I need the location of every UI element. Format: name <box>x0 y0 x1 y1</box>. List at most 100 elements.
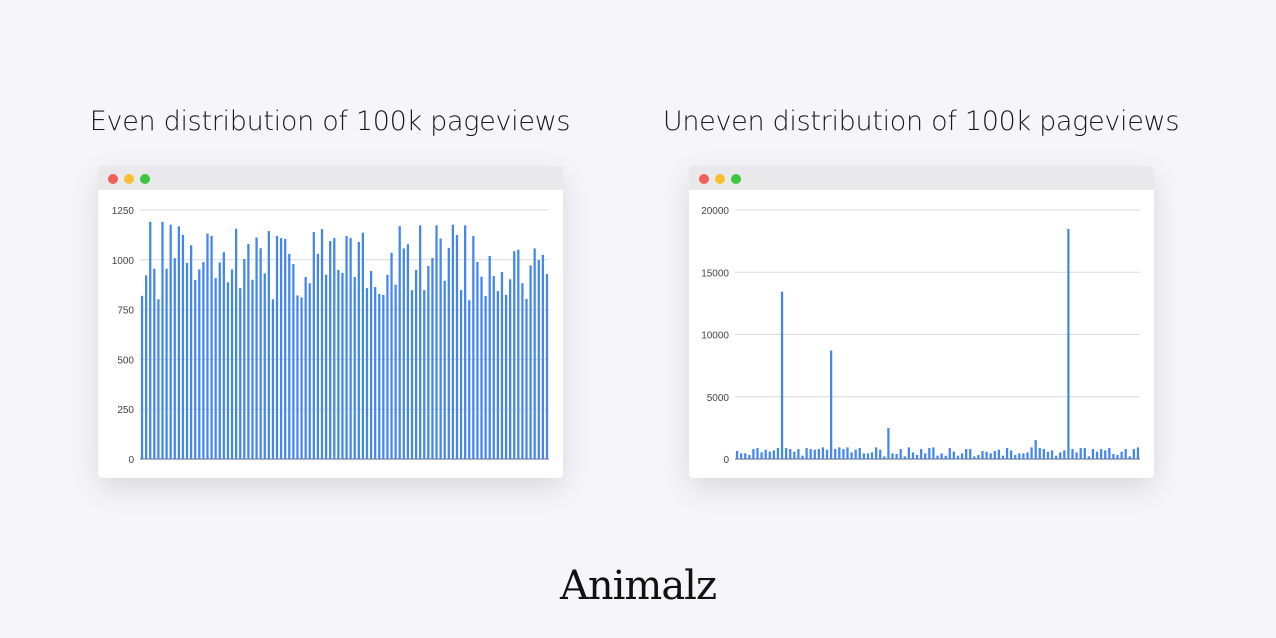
bar <box>735 451 739 459</box>
bar <box>492 276 495 459</box>
bar <box>924 453 927 459</box>
bar <box>875 447 878 459</box>
bar <box>157 299 160 459</box>
bar <box>1136 447 1140 459</box>
bar <box>1042 449 1045 459</box>
bar <box>161 221 164 459</box>
bar <box>1046 451 1050 459</box>
bar <box>455 234 459 459</box>
bar <box>1108 448 1111 459</box>
bar <box>920 449 923 459</box>
bar <box>361 232 365 459</box>
bar <box>500 271 504 459</box>
bar <box>817 449 820 459</box>
bar <box>353 276 356 459</box>
bar <box>989 453 992 459</box>
bar <box>284 238 287 459</box>
bar <box>271 299 275 459</box>
bar <box>891 453 894 459</box>
bar <box>789 449 792 459</box>
chart-title-even: Even distribution of 100k pageviews <box>89 106 571 137</box>
bar <box>985 451 988 459</box>
bar <box>928 448 931 459</box>
bar <box>1026 452 1029 459</box>
bar <box>402 248 405 459</box>
bar <box>169 224 172 459</box>
bar <box>529 265 532 459</box>
bar <box>255 237 258 459</box>
bar <box>464 225 467 459</box>
bar <box>374 287 377 459</box>
bar <box>944 455 947 459</box>
close-dot-icon <box>108 174 118 184</box>
bar <box>1095 451 1099 459</box>
chart-title-uneven: Uneven distribution of 100k pageviews <box>662 106 1180 137</box>
y-tick-label: 0 <box>128 455 134 466</box>
bar <box>780 291 784 459</box>
bar <box>533 248 536 459</box>
bar <box>296 295 299 459</box>
bar <box>1030 447 1033 459</box>
bar <box>887 428 890 459</box>
y-tick-label: 1250 <box>112 206 135 217</box>
bar <box>1050 450 1054 459</box>
bar <box>541 254 544 459</box>
bar <box>537 259 540 459</box>
bar <box>194 280 197 459</box>
bar <box>247 243 250 459</box>
bar <box>854 449 857 459</box>
bar <box>476 261 479 459</box>
bar <box>1083 448 1086 459</box>
bar <box>834 449 837 459</box>
bar <box>805 448 808 459</box>
y-tick-label: 20000 <box>701 206 729 217</box>
bar <box>390 252 393 459</box>
bar <box>785 448 788 459</box>
bar <box>883 456 886 459</box>
bar <box>1005 448 1009 459</box>
bar <box>513 251 516 459</box>
bar <box>251 279 254 459</box>
bar <box>948 448 951 459</box>
bar <box>406 244 410 459</box>
bar <box>165 268 168 459</box>
bar <box>324 274 328 459</box>
bar <box>341 272 344 459</box>
bar <box>410 290 414 459</box>
animalz-logo: Animalz <box>559 563 717 609</box>
bar <box>1067 228 1070 459</box>
bar <box>1055 455 1058 459</box>
maximize-dot-icon <box>140 174 150 184</box>
bar <box>222 252 225 459</box>
bar <box>517 249 520 459</box>
bar <box>149 221 152 459</box>
bar <box>423 290 426 459</box>
bar-chart-even: 0 250 500 750 1000 1250 <box>112 206 549 466</box>
bar <box>1120 451 1123 459</box>
y-tick-label: 0 <box>723 455 729 466</box>
bar <box>1128 456 1131 459</box>
bar <box>960 453 964 459</box>
bar <box>545 273 549 459</box>
bar <box>740 453 743 459</box>
bar <box>965 449 968 459</box>
minimize-dot-icon <box>715 174 725 184</box>
bar <box>288 253 291 459</box>
bar <box>292 263 295 459</box>
bar <box>1124 449 1127 459</box>
bar <box>369 270 373 459</box>
bar <box>484 296 487 459</box>
chart-window-even: 0 250 500 750 1000 1250 <box>98 166 563 478</box>
y-tick-label: 250 <box>117 405 134 416</box>
bar <box>981 451 984 459</box>
y-tick-label: 750 <box>117 306 134 317</box>
bar <box>198 269 201 459</box>
bar <box>1132 449 1135 459</box>
bar <box>866 453 870 459</box>
bar <box>427 265 430 459</box>
y-tick-label: 15000 <box>701 268 729 279</box>
bar <box>259 248 262 459</box>
bar <box>173 258 176 459</box>
bar <box>230 269 234 459</box>
bar <box>842 449 845 459</box>
